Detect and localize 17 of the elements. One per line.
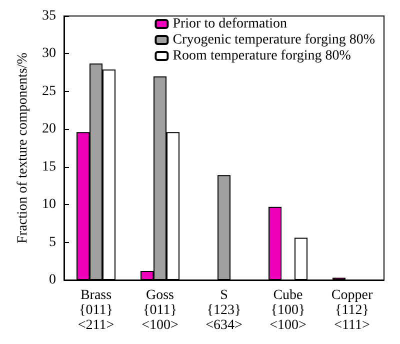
x-tick-label: Brass {011} <211>	[78, 288, 114, 333]
y-tick-label: 20	[42, 122, 56, 137]
y-axis-title: Fraction of texture components/%	[16, 52, 30, 244]
y-tick-label: 10	[42, 197, 56, 212]
y-tick-label: 0	[49, 272, 56, 288]
x-tick-label: Cube {100} <100>	[270, 288, 306, 333]
x-tick-label: Goss {011} <100>	[142, 288, 178, 333]
y-tick-label: 5	[49, 234, 56, 250]
y-tick-label: 35	[42, 8, 56, 24]
x-tick-label: Copper {112} <111>	[331, 288, 373, 333]
x-tick-label: S {123} <634>	[206, 288, 242, 333]
legend-label: Room temperature forging 80%	[172, 48, 352, 64]
legend-label: Prior to deformation	[172, 16, 288, 32]
y-tick-label: 15	[42, 159, 56, 174]
y-tick-label: 30	[42, 46, 56, 62]
legend-label: Cryogenic temperature forging 80%	[172, 32, 376, 48]
y-tick-label: 25	[42, 84, 56, 99]
